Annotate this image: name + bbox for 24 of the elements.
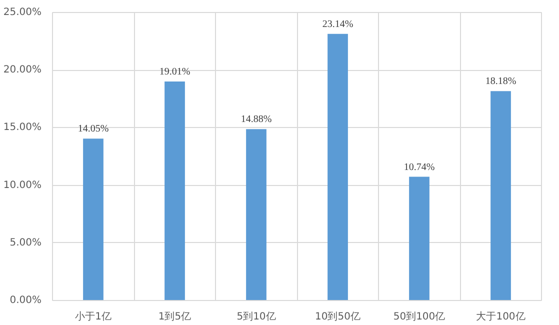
y-tick-label: 25.00% bbox=[3, 7, 42, 18]
y-tick-label: 15.00% bbox=[3, 122, 42, 134]
x-tick-label: 1到5亿 bbox=[158, 312, 192, 322]
data-label: 14.05% bbox=[78, 124, 109, 135]
x-tick-label: 5到10亿 bbox=[236, 312, 276, 322]
x-tick-label: 小于1亿 bbox=[75, 310, 112, 322]
data-label: 18.18% bbox=[485, 76, 516, 88]
bar bbox=[328, 34, 348, 300]
data-label: 14.88% bbox=[240, 114, 272, 126]
bar bbox=[246, 129, 266, 300]
y-tick-label: 0.00% bbox=[10, 295, 42, 306]
y-tick-label: 10.00% bbox=[3, 180, 42, 191]
bar bbox=[164, 82, 185, 300]
bar bbox=[490, 91, 511, 300]
x-tick-label: 10到50亿 bbox=[315, 312, 360, 322]
y-tick-label: 5.00% bbox=[10, 237, 42, 248]
data-label: 19.01% bbox=[159, 66, 190, 78]
y-tick-label: 20.00% bbox=[3, 64, 42, 76]
data-label: 23.14% bbox=[322, 18, 354, 30]
x-tick-label: 50到100亿 bbox=[393, 312, 446, 322]
bar bbox=[83, 138, 104, 300]
data-label: 10.74% bbox=[404, 162, 435, 173]
bar bbox=[409, 176, 430, 300]
x-tick-label: 大于100亿 bbox=[476, 310, 526, 322]
